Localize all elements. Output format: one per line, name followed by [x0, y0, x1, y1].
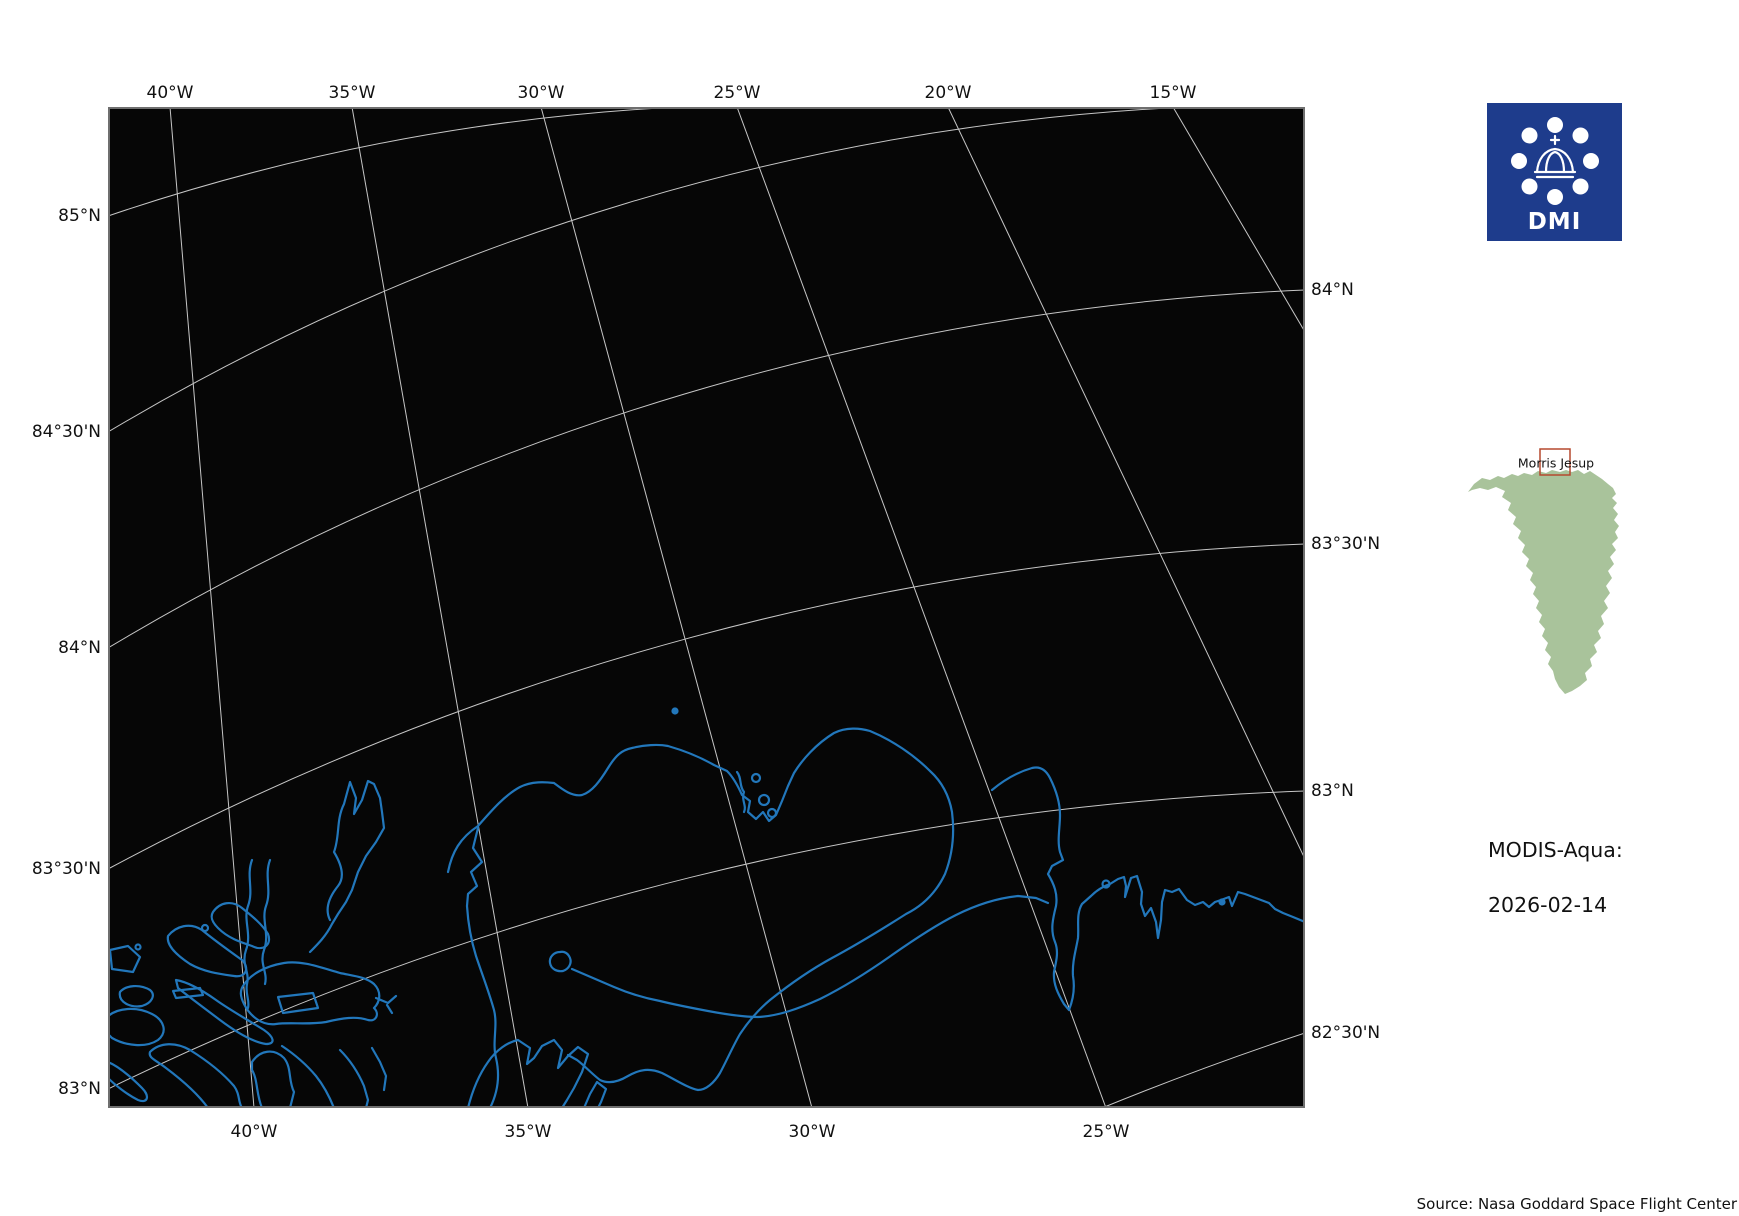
product-title: MODIS-Aqua:	[1488, 838, 1623, 862]
tick-label-left: 85°N	[58, 206, 101, 226]
tick-label-bottom: 30°W	[788, 1122, 836, 1142]
map-border	[108, 107, 1305, 1108]
satellite-map	[108, 107, 1305, 1108]
coastline	[108, 707, 1305, 1108]
source-credit: Source: Nasa Goddard Space Flight Center	[1416, 1195, 1737, 1213]
crown-icon	[1533, 134, 1577, 179]
map-background	[108, 107, 1305, 1108]
tick-label-top: 30°W	[517, 83, 565, 103]
dmi-logo: DMI	[1487, 103, 1622, 241]
place-label: Morris Jesup	[1517, 455, 1595, 471]
region-locator-box	[1539, 448, 1571, 476]
tick-label-left: 83°30'N	[31, 859, 101, 879]
tick-label-left: 84°N	[58, 638, 101, 658]
logo-dots	[1511, 117, 1599, 205]
tick-label-right: 84°N	[1311, 280, 1354, 300]
tick-label-top: 40°W	[146, 83, 194, 103]
tick-label-bottom: 40°W	[230, 1122, 278, 1142]
tick-label-right: 83°N	[1311, 781, 1354, 801]
tick-label-bottom: 35°W	[504, 1122, 552, 1142]
tick-label-top: 35°W	[328, 83, 376, 103]
dmi-logo-label: DMI	[1527, 209, 1582, 235]
tick-label-right: 83°30'N	[1311, 534, 1381, 554]
tick-label-left: 84°30'N	[31, 422, 101, 442]
tick-label-right: 82°30'N	[1311, 1023, 1381, 1043]
tick-label-left: 83°N	[58, 1079, 101, 1099]
greenland-silhouette	[1468, 470, 1619, 694]
tick-label-top: 15°W	[1149, 83, 1197, 103]
tick-label-top: 25°W	[713, 83, 761, 103]
greenland-inset-map	[1468, 448, 1619, 694]
tick-label-top: 20°W	[924, 83, 972, 103]
product-date: 2026-02-14	[1488, 893, 1608, 917]
dmi-logo-graphic	[1487, 103, 1622, 241]
tick-label-bottom: 25°W	[1082, 1122, 1130, 1142]
